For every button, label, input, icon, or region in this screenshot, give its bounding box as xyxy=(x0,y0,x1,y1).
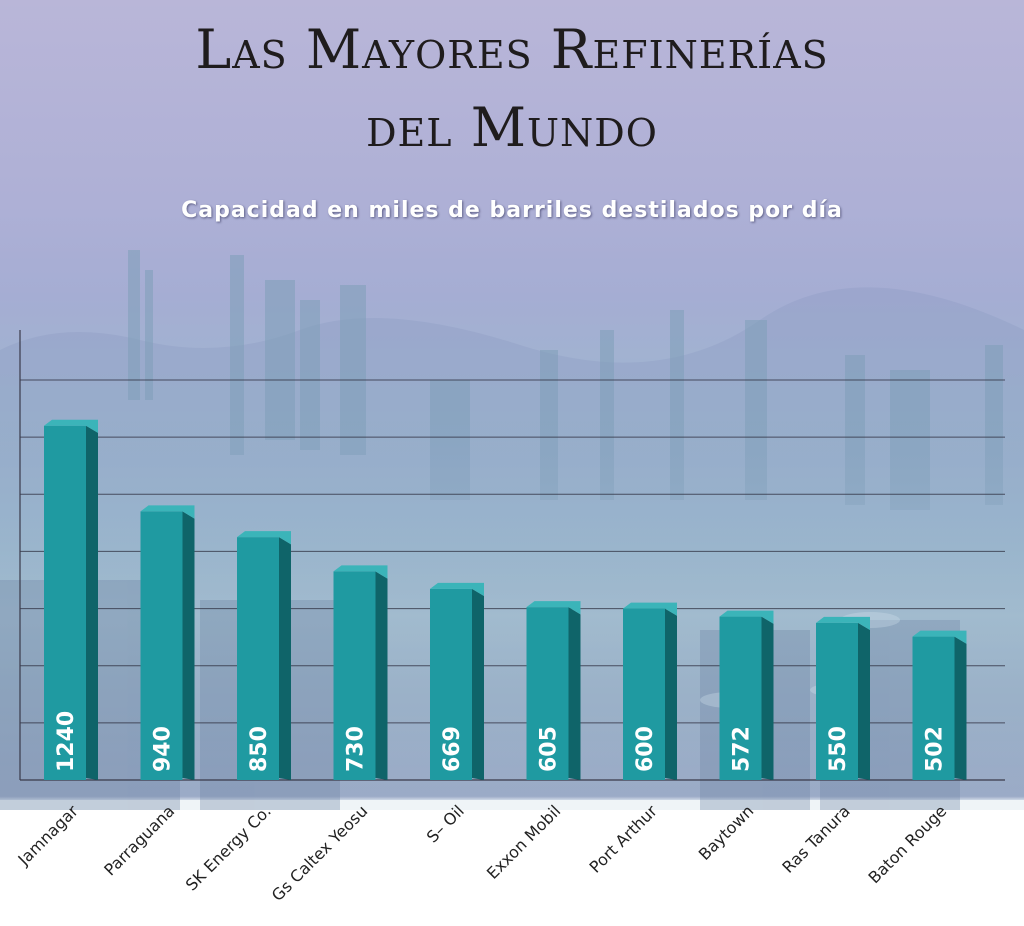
bar-top xyxy=(623,602,677,616)
bar: 850 xyxy=(237,531,291,780)
bar-front xyxy=(333,571,376,780)
x-tick-label: SK Energy Co. xyxy=(182,801,275,894)
bar: 940 xyxy=(140,505,195,780)
bar-value-label: 730 xyxy=(344,726,369,772)
bar-side xyxy=(472,588,484,780)
bar-value-label: 502 xyxy=(923,726,948,772)
chart-title-line1: Las Mayores Refinerías xyxy=(195,18,829,81)
bar-front xyxy=(140,511,183,780)
bar: 572 xyxy=(719,610,774,780)
bar-top xyxy=(140,505,195,519)
x-tick-label: Exxon Mobil xyxy=(483,801,564,882)
bar-side xyxy=(375,571,388,780)
bar-top xyxy=(333,565,388,579)
bar-value-label: 572 xyxy=(730,726,755,772)
bar-value-label: 1240 xyxy=(54,711,79,772)
bar-top xyxy=(44,419,98,433)
x-tick-label: Port Arthur xyxy=(586,801,662,877)
bar: 669 xyxy=(430,582,484,780)
bar-front xyxy=(526,607,569,780)
bar-top xyxy=(430,582,484,597)
bar-value-label: 940 xyxy=(151,726,176,772)
bar-value-label: 600 xyxy=(633,726,658,772)
x-tick-label: Jamnagar xyxy=(14,801,83,870)
bar: 502 xyxy=(912,630,967,780)
x-tick-label: Parraguana xyxy=(100,801,178,879)
bar-side xyxy=(86,425,98,780)
x-tick-label: Baton Rouge xyxy=(864,801,950,887)
bar-side xyxy=(665,608,677,780)
bar-top xyxy=(719,610,774,624)
bar-value-label: 850 xyxy=(247,726,272,772)
bar-value-label: 550 xyxy=(826,726,851,772)
bar-front xyxy=(816,622,858,780)
bar-top xyxy=(816,616,870,631)
x-tick-label: Gs Caltex Yeosu xyxy=(268,801,372,905)
bar-front xyxy=(623,608,665,780)
bar-value-label: 669 xyxy=(440,726,465,772)
bar-top xyxy=(912,630,967,644)
bar: 1240 xyxy=(44,419,98,780)
bar-front xyxy=(237,537,279,780)
bars: 1240 940 850 730 669 605 600 572 550 502 xyxy=(44,419,967,780)
x-tick-label: Baytown xyxy=(695,801,758,864)
bar-front xyxy=(430,588,472,780)
bar-side xyxy=(858,622,870,780)
x-tick-label: S– Oil xyxy=(423,801,468,846)
bar-front xyxy=(44,425,86,780)
bar-top xyxy=(526,601,581,615)
bar: 600 xyxy=(623,602,677,780)
x-axis-labels: Jamnagar Parraguana SK Energy Co.Gs Caltex… xyxy=(14,801,951,905)
bar-side xyxy=(182,511,195,780)
bar-value-label: 605 xyxy=(537,726,562,772)
bar-side xyxy=(279,537,291,780)
x-tick-label: Ras Tanura xyxy=(778,801,853,876)
chart-subtitle: Capacidad en miles de barriles destilado… xyxy=(181,198,843,223)
chart-title-line2: del Mundo xyxy=(366,96,658,159)
bar: 550 xyxy=(816,616,870,780)
bar-side xyxy=(761,616,774,780)
bar-front xyxy=(719,616,762,780)
bar-side xyxy=(568,607,581,780)
bar-top xyxy=(237,531,291,545)
bar-side xyxy=(954,636,967,780)
bar-front xyxy=(912,636,955,780)
bar: 730 xyxy=(333,565,388,780)
bar: 605 xyxy=(526,601,581,780)
